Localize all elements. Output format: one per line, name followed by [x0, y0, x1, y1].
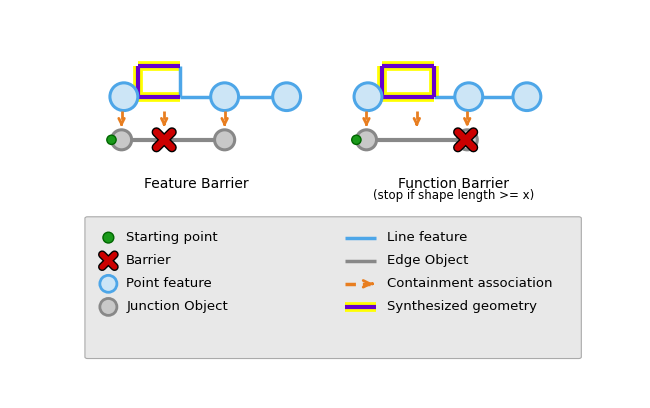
Ellipse shape [513, 83, 541, 111]
Text: Synthesized geometry: Synthesized geometry [387, 300, 538, 313]
Text: Line feature: Line feature [387, 231, 468, 244]
Text: Containment association: Containment association [387, 277, 553, 290]
Text: Feature Barrier: Feature Barrier [144, 177, 248, 191]
Ellipse shape [214, 130, 235, 150]
Ellipse shape [356, 130, 376, 150]
Ellipse shape [110, 83, 138, 111]
FancyBboxPatch shape [85, 217, 581, 359]
Text: Starting point: Starting point [126, 231, 218, 244]
Ellipse shape [457, 130, 477, 150]
Ellipse shape [100, 275, 117, 292]
Text: (stop if shape length >= x): (stop if shape length >= x) [372, 189, 534, 202]
Ellipse shape [354, 83, 382, 111]
Text: Edge Object: Edge Object [387, 254, 469, 267]
Ellipse shape [211, 83, 239, 111]
Ellipse shape [352, 135, 361, 144]
Ellipse shape [273, 83, 300, 111]
Ellipse shape [455, 83, 483, 111]
Ellipse shape [107, 135, 116, 144]
Text: Barrier: Barrier [126, 254, 172, 267]
Ellipse shape [103, 232, 114, 243]
Text: Junction Object: Junction Object [126, 300, 228, 313]
Text: Function Barrier: Function Barrier [398, 177, 509, 191]
Ellipse shape [100, 298, 117, 315]
Text: Point feature: Point feature [126, 277, 212, 290]
Ellipse shape [112, 130, 131, 150]
